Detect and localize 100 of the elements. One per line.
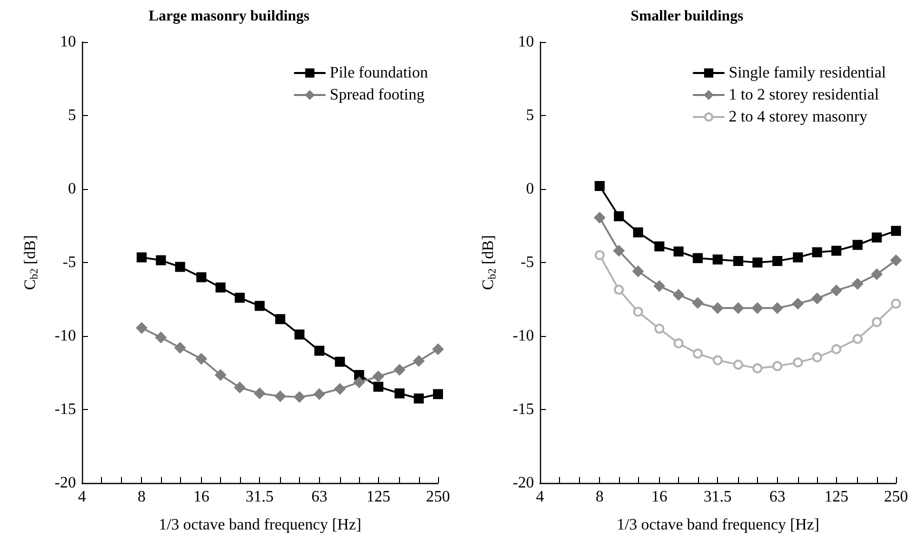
y-tick-label: -20 [512,474,534,492]
y-tick-label: 0 [526,180,534,198]
y-tick-label: -20 [54,474,76,492]
point [654,324,664,334]
x-tick-label: 63 [311,488,328,506]
point [314,388,325,400]
y-tick-label: -5 [520,254,534,271]
x-axis-title: 1/3 octave band frequency [Hz] [616,516,820,534]
point [891,298,901,309]
point [136,252,147,262]
x-tick-label: 31.5 [246,488,274,506]
y-tick-label: 0 [68,180,76,198]
point [692,253,703,264]
point [274,390,286,402]
point [314,346,324,356]
point [594,212,606,224]
x-tick-label: 16 [193,488,210,506]
point [373,382,384,392]
point [254,300,265,311]
point [674,338,684,348]
x-axis-title: 1/3 octave band frequency [Hz] [158,516,362,534]
point [872,232,882,243]
point [413,355,424,366]
point [433,389,443,400]
point [792,252,803,262]
y-tick-label: -5 [62,254,76,271]
point [752,363,762,374]
point [175,262,186,272]
point [432,344,444,355]
point [294,392,305,403]
point [792,357,803,368]
legend-label: 2 to 4 storey masonry [728,108,868,126]
chart-title: Large masonry buildings [148,8,310,24]
point [692,348,703,359]
point [372,370,384,382]
point [852,334,863,344]
x-tick-label: 31.5 [704,488,732,506]
y-tick-label: -10 [512,328,534,344]
point [196,272,206,282]
point [891,226,901,236]
point [654,241,664,252]
point [772,361,782,372]
x-tick-label: 4 [536,488,544,506]
point [733,360,744,370]
point [632,266,644,277]
point [155,332,166,343]
point [414,393,424,404]
point [594,181,605,192]
point [852,278,864,290]
x-tick-label: 16 [651,488,668,506]
y-axis-title: Cb2 [dB] [22,235,40,290]
point [733,256,744,266]
point [831,344,842,354]
legend-label: Pile foundation [330,64,428,82]
x-tick-label: 125 [824,488,848,506]
x-tick-label: 250 [884,488,908,506]
point [334,356,345,367]
chart-title: Smaller buildings [630,8,744,24]
point [871,268,882,280]
x-tick-label: 63 [769,488,786,506]
point [594,250,605,260]
point [792,298,804,310]
y-tick-label: -10 [54,328,76,344]
point [334,383,346,394]
point [354,376,365,388]
point [654,280,665,292]
point [674,246,684,256]
point [394,364,406,376]
point [633,227,644,238]
point [772,256,782,266]
x-tick-label: 4 [78,488,86,506]
point [234,382,246,393]
y-tick-label: 10 [518,34,534,50]
y-tick-label: 5 [68,107,76,124]
y-tick-label: 5 [526,107,534,124]
point [712,302,724,314]
point [275,314,286,324]
point [890,254,902,266]
point [294,330,304,340]
legend-label: Spread footing [330,86,424,104]
x-tick-label: 8 [138,488,146,506]
point [852,240,863,250]
point [254,388,266,399]
point [613,245,624,256]
point [830,284,842,296]
legend-label: 1 to 2 storey residential [728,86,880,104]
point [196,353,207,364]
x-tick-label: 250 [426,488,450,506]
point [215,369,226,380]
point [673,289,684,300]
y-tick-label: -15 [512,401,534,418]
point [752,258,762,268]
point [692,297,704,308]
point [712,254,723,265]
point [872,317,882,328]
point [812,247,822,258]
point [812,293,823,304]
point [354,370,364,380]
point [394,388,405,398]
point [633,306,644,317]
